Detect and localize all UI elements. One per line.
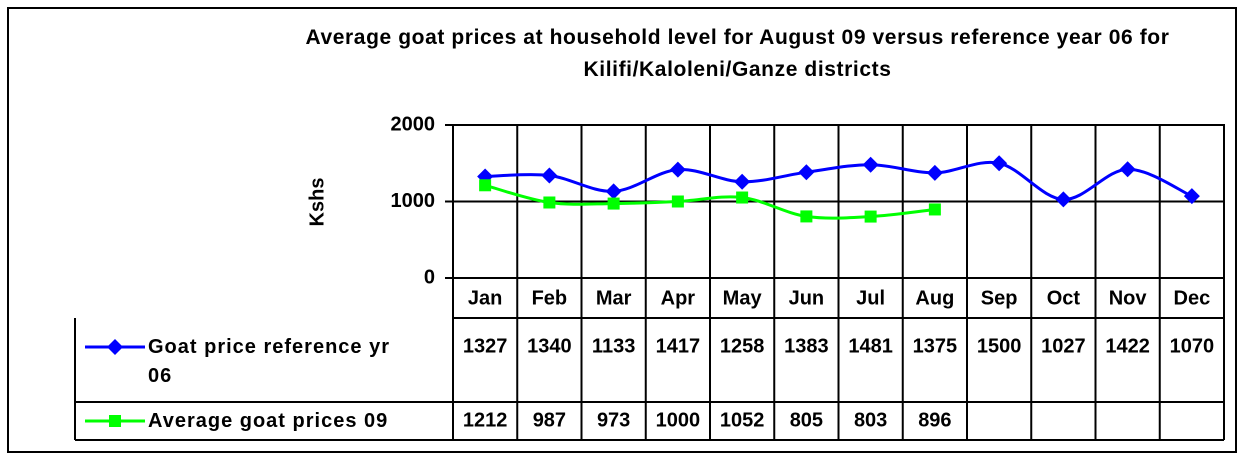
y-tick-label: 1000: [391, 190, 436, 212]
x-tick-label: May: [723, 287, 763, 309]
marker: [928, 203, 941, 216]
marker: [671, 195, 684, 208]
x-tick-label: Mar: [596, 287, 632, 309]
marker: [1183, 188, 1200, 205]
marker: [926, 164, 943, 181]
x-tick-label: Nov: [1109, 287, 1148, 309]
x-tick-label: Feb: [532, 287, 568, 309]
table-value: 803: [854, 409, 887, 431]
marker: [109, 415, 121, 427]
table-value: 1000: [656, 409, 701, 431]
legend-label: Average goat prices 09: [148, 410, 389, 432]
table-value: 896: [918, 409, 951, 431]
table-value: 1052: [720, 409, 765, 431]
y-axis-label: Kshs: [306, 178, 328, 227]
table-value: 1133: [592, 335, 635, 357]
x-tick-label: Oct: [1047, 287, 1081, 309]
marker: [1119, 161, 1136, 178]
table-value: 1212: [463, 409, 508, 431]
table-value: 1070: [1170, 335, 1215, 357]
x-tick-label: Dec: [1174, 287, 1211, 309]
marker: [543, 196, 556, 209]
marker: [736, 191, 749, 204]
table-value: 1327: [463, 335, 508, 357]
x-tick-label: Apr: [661, 287, 696, 309]
marker: [864, 210, 877, 223]
table-value: 1481: [848, 335, 893, 357]
marker: [991, 155, 1008, 172]
marker: [541, 167, 558, 184]
table-value: 1383: [784, 335, 829, 357]
marker: [107, 339, 123, 355]
y-tick-label: 2000: [391, 113, 436, 135]
legend-label-box: Average goat prices 09: [148, 410, 389, 432]
table-value: 1027: [1041, 335, 1086, 357]
x-tick-label: Jan: [468, 287, 502, 309]
chart-title-box: Average goat prices at household level f…: [305, 26, 1170, 81]
marker: [798, 164, 815, 181]
x-tick-label: Aug: [915, 287, 954, 309]
chart-title: Average goat prices at household level f…: [305, 26, 1170, 81]
table-value: 987: [533, 409, 566, 431]
table-value: 805: [790, 409, 823, 431]
table-value: 1417: [656, 335, 701, 357]
legend-label: Goat price reference yr 06: [148, 336, 390, 387]
table-value: 973: [597, 409, 630, 431]
marker: [734, 173, 751, 190]
x-tick-label: Jul: [856, 287, 885, 309]
table-value: 1422: [1105, 335, 1150, 357]
table-value: 1500: [977, 335, 1022, 357]
marker: [605, 183, 622, 200]
x-tick-label: Jun: [789, 287, 825, 309]
y-tick-label: 0: [424, 266, 435, 288]
table-value: 1340: [527, 335, 572, 357]
marker: [669, 161, 686, 178]
marker: [1055, 191, 1072, 208]
x-tick-label: Sep: [981, 287, 1018, 309]
table-value: 1375: [913, 335, 958, 357]
legend-label-box: Goat price reference yr 06: [148, 336, 390, 387]
marker: [800, 210, 813, 223]
marker: [479, 179, 492, 192]
table-value: 1258: [720, 335, 765, 357]
marker: [607, 197, 620, 210]
marker: [862, 156, 879, 173]
